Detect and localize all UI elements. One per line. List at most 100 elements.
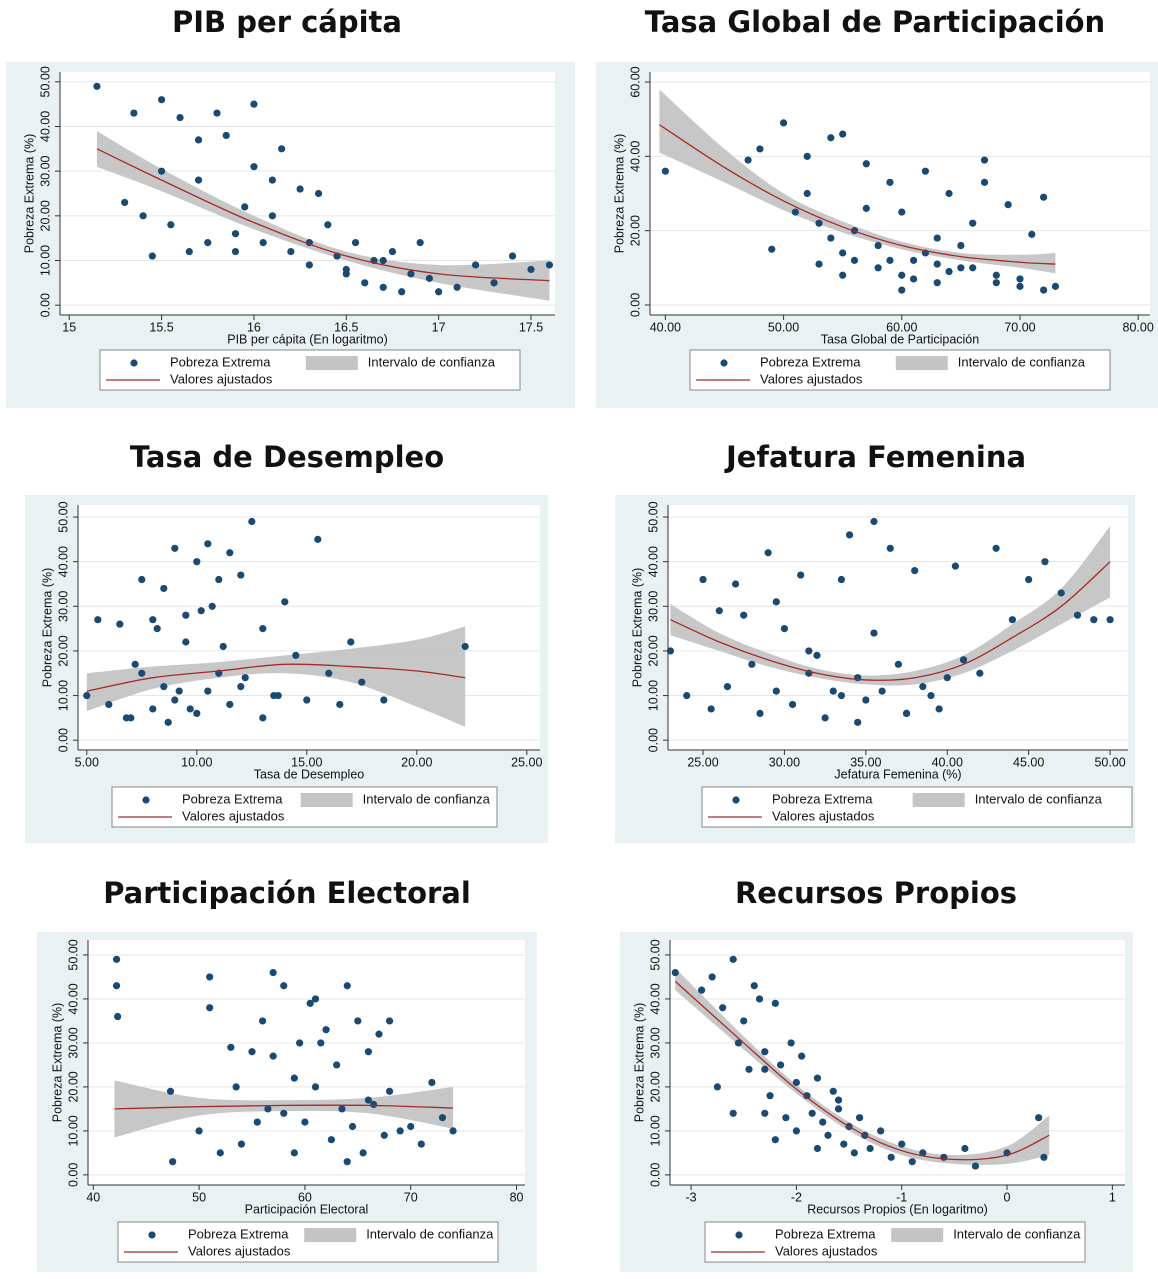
data-point: [870, 517, 878, 526]
data-point: [824, 1131, 832, 1139]
data-point: [343, 982, 351, 990]
chart-title: Tasa de Desempleo: [130, 440, 444, 474]
data-point: [755, 995, 764, 1003]
data-point: [193, 709, 201, 718]
legend-label: Valores ajustados: [775, 1243, 878, 1258]
plot-area: [668, 505, 1128, 750]
data-point: [819, 1118, 827, 1126]
data-point: [311, 995, 320, 1003]
plot-area: [78, 505, 540, 750]
data-point: [241, 674, 249, 682]
y-axis-label: Pobreza Extrema (%): [612, 134, 626, 253]
data-point: [839, 130, 847, 138]
data-point: [280, 982, 288, 990]
data-point: [122, 714, 130, 722]
data-point: [176, 113, 184, 122]
legend-label: Pobreza Extrema: [170, 354, 271, 369]
data-point: [208, 602, 216, 610]
legend: Pobreza Extrema Valores ajustados Interval…: [704, 1221, 1086, 1263]
chart-panel: Recursos Propios 0.00 10.00 20.00 30.00 40.00…: [620, 876, 1133, 1272]
legend: Pobreza Extrema Valores ajustados Interval…: [99, 349, 521, 391]
y-tick-label: 10.00: [66, 1115, 80, 1146]
legend: Pobreza Extrema Valores ajustados Interval…: [689, 349, 1111, 391]
data-point: [139, 212, 147, 220]
data-point: [396, 1127, 404, 1135]
y-tick-label: 0.00: [38, 293, 52, 317]
data-point: [259, 625, 267, 633]
legend-marker: [130, 359, 138, 367]
y-axis-label: Pobreza Extrema (%): [630, 568, 644, 687]
data-point: [164, 718, 172, 726]
data-point: [1051, 282, 1060, 290]
data-point: [992, 271, 1000, 279]
data-point: [661, 167, 669, 175]
data-point: [149, 616, 157, 624]
data-point: [204, 687, 212, 695]
data-point: [380, 696, 388, 704]
x-tick-label: 17.5: [519, 320, 543, 334]
data-point: [744, 156, 752, 164]
data-point: [855, 1114, 864, 1122]
data-point: [877, 1127, 885, 1135]
data-point: [250, 163, 258, 171]
y-axis-label: Pobreza Extrema (%): [40, 568, 54, 687]
legend-marker: [720, 359, 728, 367]
legend-swatch: [304, 1228, 357, 1242]
data-point: [935, 705, 943, 713]
data-point: [887, 1153, 895, 1161]
y-tick-label: 50.00: [646, 501, 660, 532]
legend-swatch: [895, 356, 948, 370]
data-point: [780, 625, 789, 633]
data-point: [232, 1083, 240, 1091]
legend-label: Pobreza Extrema: [188, 1226, 289, 1241]
chart-panel: Tasa Global de Participación 0.00 20.00 40.…: [596, 5, 1158, 408]
data-point: [364, 1096, 372, 1104]
data-point: [379, 283, 387, 291]
data-point: [253, 1118, 261, 1126]
data-point: [933, 260, 941, 268]
data-point: [898, 1140, 906, 1148]
data-point: [772, 598, 780, 606]
y-tick-label: 40.00: [56, 546, 70, 577]
x-tick-label: 50.00: [1094, 755, 1125, 769]
data-point: [160, 683, 168, 691]
data-point: [380, 1131, 388, 1139]
data-point: [898, 271, 906, 279]
data-point: [719, 1004, 727, 1012]
x-tick-label: 15: [62, 320, 76, 334]
data-point: [803, 189, 811, 198]
data-point: [292, 651, 300, 659]
data-point: [338, 1105, 346, 1113]
data-point: [745, 1065, 753, 1073]
data-point: [195, 1127, 203, 1135]
data-point: [1041, 558, 1049, 566]
y-tick-label: 0.00: [628, 293, 642, 317]
data-point: [827, 234, 835, 242]
data-point: [827, 134, 835, 142]
data-point: [708, 973, 716, 981]
legend-label: Pobreza Extrema: [760, 354, 861, 369]
legend-swatch: [305, 356, 358, 370]
data-point: [303, 696, 311, 704]
data-point: [731, 580, 740, 588]
y-tick-label: 30.00: [38, 155, 52, 186]
data-point: [837, 575, 846, 584]
y-tick-label: 10.00: [646, 680, 660, 711]
data-point: [206, 973, 214, 981]
data-point: [354, 1017, 362, 1025]
data-point: [169, 1158, 177, 1166]
data-point: [274, 691, 282, 700]
data-point: [138, 669, 146, 677]
data-point: [258, 1017, 267, 1025]
x-tick-label: 70.00: [1004, 320, 1035, 334]
data-point: [259, 239, 267, 247]
legend-marker: [142, 796, 150, 804]
y-tick-label: 30.00: [648, 1027, 662, 1058]
x-tick-label: 50: [192, 1190, 206, 1204]
legend-label: Intervalo de confianza: [975, 791, 1103, 806]
legend-label: Valores ajustados: [760, 371, 863, 386]
x-tick-label: -3: [686, 1190, 697, 1204]
legend-label: Intervalo de confianza: [958, 354, 1086, 369]
y-tick-label: 0.00: [56, 728, 70, 752]
legend-label: Valores ajustados: [182, 808, 285, 823]
